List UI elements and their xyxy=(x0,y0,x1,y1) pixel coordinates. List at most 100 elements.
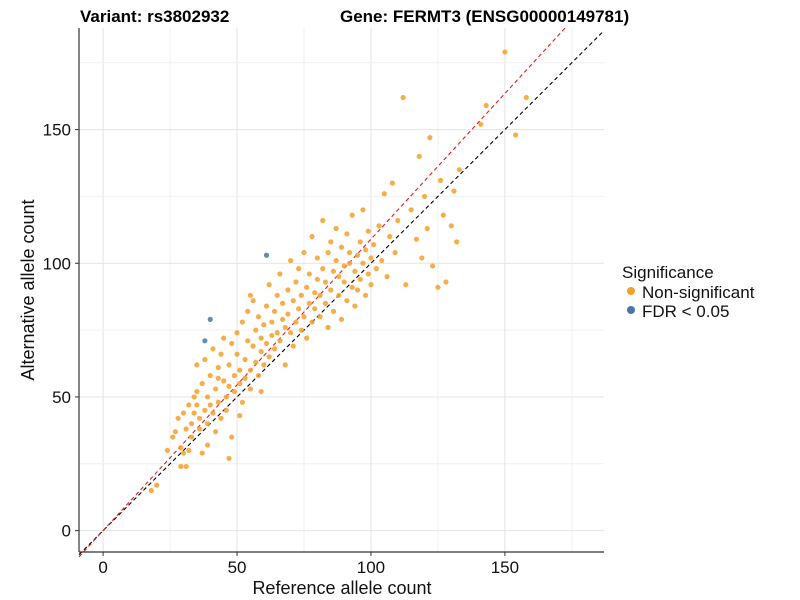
point-non-significant xyxy=(221,335,227,341)
point-non-significant xyxy=(247,367,254,373)
y-tick-label: 50 xyxy=(52,388,71,407)
point-non-significant xyxy=(427,135,433,141)
point-non-significant xyxy=(269,319,275,325)
point-non-significant xyxy=(253,327,259,333)
point-non-significant xyxy=(266,354,272,360)
point-non-significant xyxy=(392,249,398,256)
point-non-significant xyxy=(395,217,401,224)
point-non-significant xyxy=(320,266,326,272)
point-non-significant xyxy=(237,413,243,419)
point-non-significant xyxy=(451,188,457,194)
point-non-significant xyxy=(250,343,256,349)
point-non-significant xyxy=(381,191,387,197)
y-tick-label: 100 xyxy=(43,254,71,273)
point-non-significant xyxy=(191,394,197,400)
point-non-significant xyxy=(443,279,449,285)
point-non-significant xyxy=(293,319,299,325)
point-non-significant xyxy=(180,450,187,456)
point-non-significant xyxy=(258,388,264,395)
point-non-significant xyxy=(333,257,339,264)
point-non-significant xyxy=(258,335,264,341)
point-non-significant xyxy=(245,338,251,344)
point-non-significant xyxy=(263,303,270,309)
point-non-significant xyxy=(183,463,189,470)
point-non-significant xyxy=(325,249,331,256)
point-non-significant xyxy=(234,330,240,336)
point-non-significant xyxy=(365,271,371,277)
point-non-significant xyxy=(175,415,181,421)
point-non-significant xyxy=(424,225,430,232)
point-non-significant xyxy=(229,340,235,347)
point-non-significant xyxy=(330,268,337,274)
point-non-significant xyxy=(360,207,366,213)
x-tick-label: 50 xyxy=(228,558,247,577)
point-non-significant xyxy=(384,274,390,280)
point-non-significant xyxy=(330,308,337,314)
point-non-significant xyxy=(204,394,211,400)
point-non-significant xyxy=(271,346,278,352)
point-non-significant xyxy=(255,372,262,379)
point-non-significant xyxy=(231,388,237,395)
point-non-significant xyxy=(304,284,310,290)
point-non-significant xyxy=(333,225,339,232)
point-non-significant xyxy=(202,407,208,413)
point-non-significant xyxy=(194,362,200,368)
point-non-significant xyxy=(204,421,211,427)
point-non-significant xyxy=(164,447,170,454)
point-non-significant xyxy=(207,402,213,408)
point-non-significant xyxy=(416,153,422,159)
legend-label-fdr: FDR < 0.05 xyxy=(642,302,729,321)
point-non-significant xyxy=(320,217,326,224)
point-non-significant xyxy=(239,399,245,405)
point-non-significant xyxy=(186,447,192,454)
point-non-significant xyxy=(239,319,245,325)
point-non-significant xyxy=(290,298,296,304)
point-non-significant xyxy=(285,311,291,317)
point-non-significant xyxy=(196,415,203,421)
point-non-significant xyxy=(341,263,347,269)
title-variant: Variant: rs3802932 xyxy=(80,7,229,26)
point-non-significant xyxy=(199,380,205,387)
point-non-significant xyxy=(245,308,251,314)
point-non-significant xyxy=(344,298,350,304)
y-axis-label: Alternative allele count xyxy=(18,199,38,380)
point-non-significant xyxy=(376,223,382,229)
point-non-significant xyxy=(354,252,361,258)
point-non-significant xyxy=(373,266,379,272)
grid-lines xyxy=(79,28,604,552)
tick-labels: 0 50 100 150 0 50 100 150 xyxy=(43,121,519,577)
point-non-significant xyxy=(456,167,462,173)
point-non-significant xyxy=(242,356,248,363)
legend-title: Significance xyxy=(622,263,714,282)
point-non-significant xyxy=(285,287,291,293)
point-non-significant xyxy=(210,346,216,352)
legend: Significance Non-significant FDR < 0.05 xyxy=(622,263,755,321)
point-fdr xyxy=(207,316,213,323)
point-non-significant xyxy=(387,233,393,240)
point-non-significant xyxy=(234,351,240,357)
point-non-significant xyxy=(483,102,489,109)
point-non-significant xyxy=(199,450,205,456)
x-tick-label: 150 xyxy=(491,558,519,577)
point-non-significant xyxy=(429,263,436,269)
axes xyxy=(75,28,604,556)
point-non-significant xyxy=(478,121,484,127)
point-non-significant xyxy=(413,236,420,242)
point-non-significant xyxy=(322,300,329,306)
point-non-significant xyxy=(188,434,195,440)
y-tick-label: 0 xyxy=(62,522,71,541)
point-non-significant xyxy=(148,487,154,494)
point-non-significant xyxy=(349,212,355,218)
point-non-significant xyxy=(354,287,361,293)
point-non-significant xyxy=(306,271,312,277)
point-non-significant xyxy=(258,348,264,355)
point-non-significant xyxy=(502,49,508,55)
point-non-significant xyxy=(282,362,288,368)
point-non-significant xyxy=(454,239,460,245)
point-non-significant xyxy=(269,332,275,339)
point-non-significant xyxy=(365,228,371,234)
point-non-significant xyxy=(204,442,211,448)
point-non-significant xyxy=(328,287,334,293)
point-non-significant xyxy=(282,324,288,331)
